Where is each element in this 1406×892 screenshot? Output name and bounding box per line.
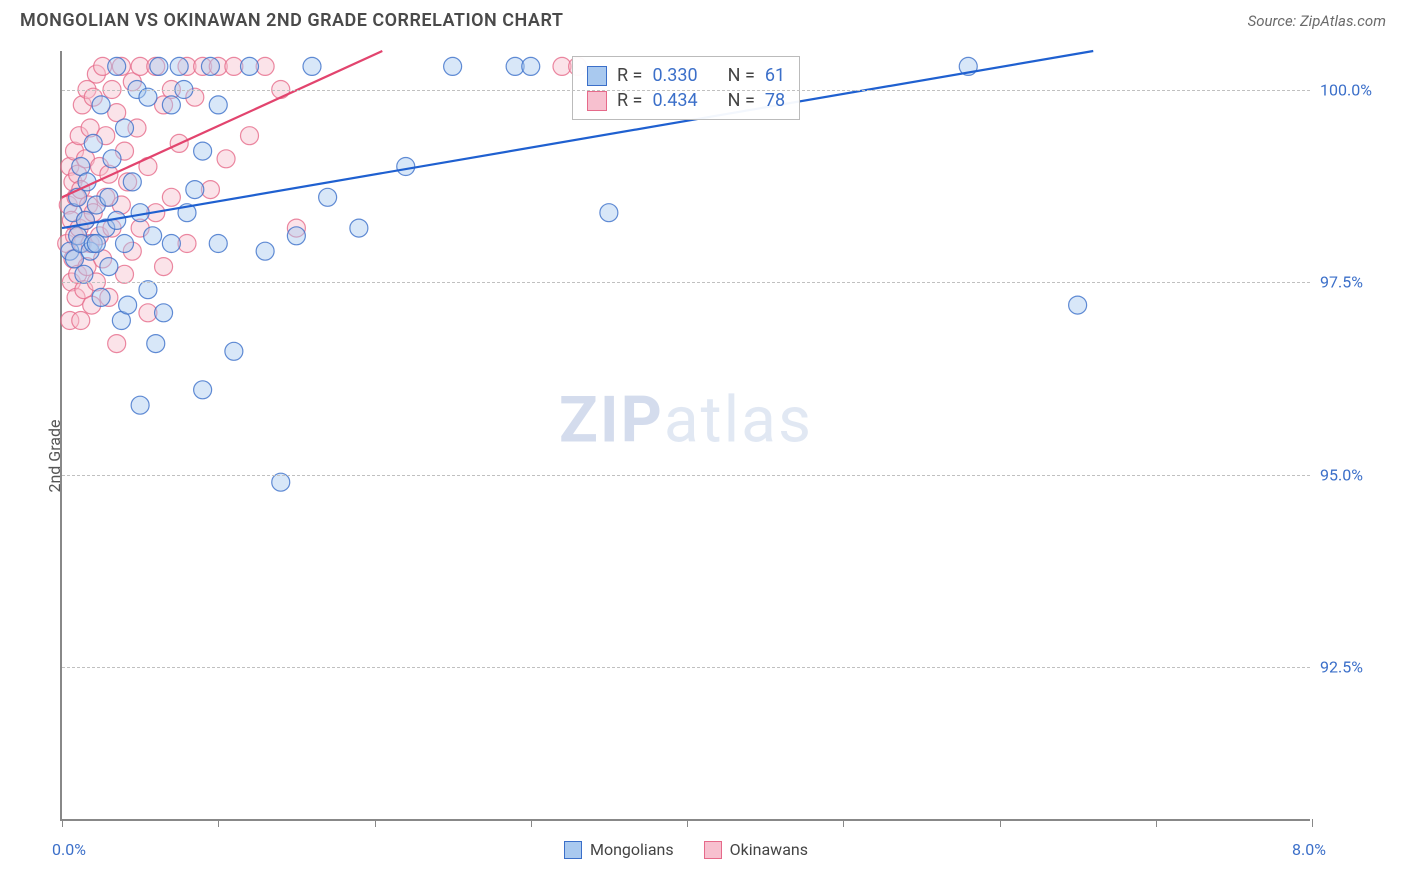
stat-n-label: N = [728,65,755,86]
legend-bottom: Mongolians Okinawans [564,840,808,859]
stat-r-value: 0.434 [652,90,697,111]
grid-line [62,90,1310,91]
x-tick [375,819,376,827]
x-tick [843,819,844,827]
stat-r-value: 0.330 [652,65,697,86]
x-label-right: 8.0% [1292,840,1326,859]
grid-line [62,475,1310,476]
y-tick-label: 97.5% [1320,273,1390,292]
stat-r-label: R = [617,65,642,86]
chart-container: 2nd Grade ZIPatlas R =0.330N =61R =0.434… [0,36,1406,876]
legend-label-okinawans: Okinawans [730,840,808,859]
chart-header: MONGOLIAN VS OKINAWAN 2ND GRADE CORRELAT… [0,0,1406,36]
legend-swatch-mongolians [564,841,582,859]
legend-label-mongolians: Mongolians [590,840,674,859]
legend-item-mongolians: Mongolians [564,840,674,859]
stats-row: R = 0.330 N = 61 [587,63,785,88]
grid-line [62,667,1310,668]
stats-row: R = 0.434 N = 78 [587,88,785,113]
stats-swatch [587,91,607,111]
x-tick [218,819,219,827]
legend-item-okinawans: Okinawans [704,840,808,859]
x-tick [1156,819,1157,827]
chart-source: Source: ZipAtlas.com [1248,12,1386,30]
stat-n-value: 61 [765,65,785,86]
x-tick [1312,819,1313,827]
x-tick [1000,819,1001,827]
grid-line [62,282,1310,283]
legend-swatch-okinawans [704,841,722,859]
chart-title: MONGOLIAN VS OKINAWAN 2ND GRADE CORRELAT… [20,10,563,31]
stat-r-label: R = [617,90,642,111]
x-tick [687,819,688,827]
x-label-left: 0.0% [52,840,86,859]
y-tick-label: 95.0% [1320,465,1390,484]
x-tick [62,819,63,827]
plot-area: ZIPatlas R =0.330N =61R =0.434N =78 Mong… [60,51,1310,821]
stats-swatch [587,66,607,86]
y-tick-label: 100.0% [1320,80,1390,99]
x-tick [531,819,532,827]
stat-n-label: N = [728,90,755,111]
y-tick-label: 92.5% [1320,658,1390,677]
stat-n-value: 78 [765,90,785,111]
plot-svg [62,51,1310,819]
stats-box: R = 0.330 N = 61 R = 0.434 N = 78 [572,56,800,120]
